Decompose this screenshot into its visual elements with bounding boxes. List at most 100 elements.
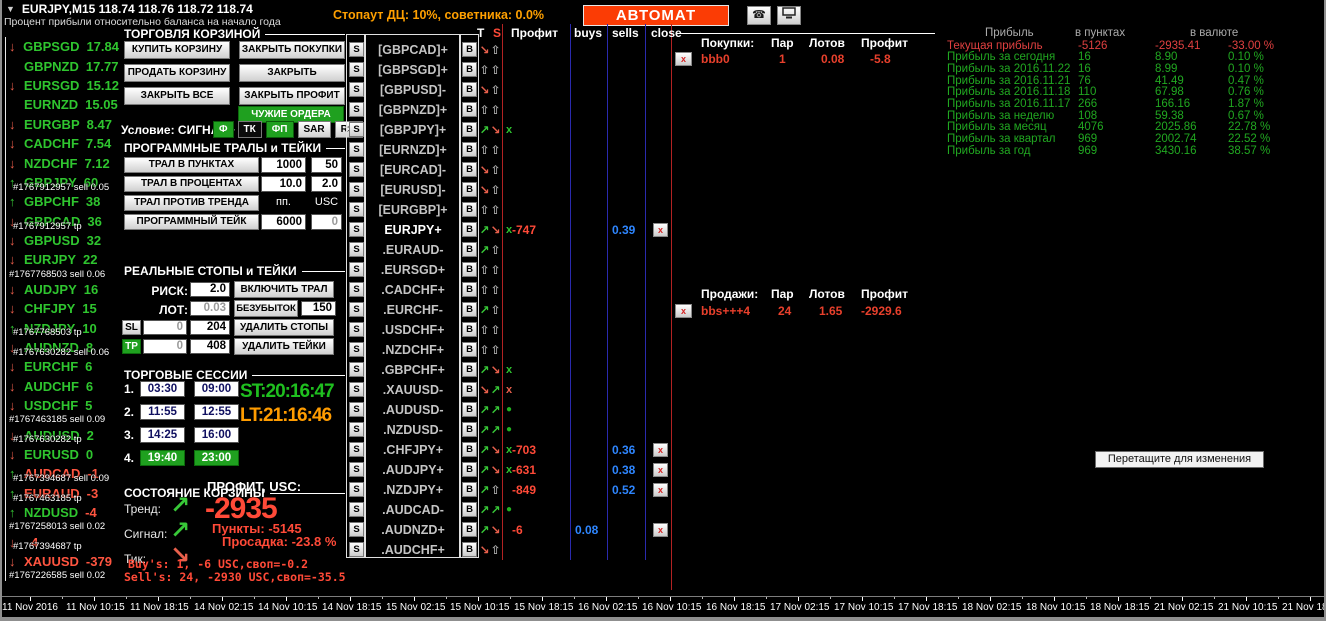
- close-row-button[interactable]: x: [653, 443, 668, 457]
- buy-pair-button[interactable]: B: [462, 242, 477, 257]
- tral-button-0[interactable]: ТРАЛ В ПУНКТАХ: [124, 157, 259, 173]
- sell-pair-button[interactable]: S: [349, 382, 364, 397]
- signal-button-тк[interactable]: ТК: [237, 121, 262, 138]
- buy-pair-button[interactable]: B: [462, 522, 477, 537]
- close-sells-button[interactable]: ЗАКРЫТЬ ПРОДАЖИ: [239, 64, 345, 94]
- buy-pair-button[interactable]: B: [462, 202, 477, 217]
- delete-stops-button[interactable]: УДАЛИТЬ СТОПЫ: [234, 319, 334, 336]
- session-from-field[interactable]: 03:30: [140, 381, 185, 397]
- close-row-button[interactable]: x: [653, 483, 668, 497]
- sell-pair-button[interactable]: S: [349, 422, 364, 437]
- sell-pair-button[interactable]: S: [349, 182, 364, 197]
- buy-pair-button[interactable]: B: [462, 462, 477, 477]
- buy-pair-button[interactable]: B: [462, 442, 477, 457]
- sell-pair-button[interactable]: S: [349, 242, 364, 257]
- tral-button-2[interactable]: ТРАЛ ПРОТИВ ТРЕНДА: [124, 195, 259, 211]
- sell-pair-button[interactable]: S: [349, 262, 364, 277]
- tral-button-3[interactable]: ПРОГРАММНЫЙ ТЕЙК: [124, 214, 259, 230]
- sell-pair-button[interactable]: S: [349, 302, 364, 317]
- sell-pair-button[interactable]: S: [349, 202, 364, 217]
- chevron-down-icon[interactable]: ▼: [6, 4, 15, 14]
- sell-pair-button[interactable]: S: [349, 82, 364, 97]
- sell-pair-button[interactable]: S: [349, 142, 364, 157]
- session-to-field[interactable]: 12:55: [194, 404, 239, 420]
- tp-field-2[interactable]: 408: [190, 339, 230, 354]
- sell-pair-button[interactable]: S: [349, 442, 364, 457]
- breakeven-button[interactable]: БЕЗУБЫТОК: [234, 300, 298, 317]
- tral-button-1[interactable]: ТРАЛ В ПРОЦЕНТАХ: [124, 176, 259, 192]
- automat-button[interactable]: АВТОМАТ: [583, 5, 729, 26]
- close-profit-button[interactable]: ЗАКРЫТЬ ПРОФИТ: [239, 87, 345, 105]
- signal-button-ф[interactable]: Ф: [213, 121, 234, 138]
- buy-pair-button[interactable]: B: [462, 362, 477, 377]
- sl-field-2[interactable]: 204: [190, 320, 230, 335]
- sell-pair-button[interactable]: S: [349, 322, 364, 337]
- tral-field-2[interactable]: 0: [311, 214, 342, 230]
- sell-pair-button[interactable]: S: [349, 362, 364, 377]
- buy-pair-button[interactable]: B: [462, 42, 477, 57]
- lot-field[interactable]: 0.03: [190, 301, 230, 316]
- close-buys-row-button[interactable]: x: [675, 52, 692, 66]
- buy-pair-button[interactable]: B: [462, 62, 477, 77]
- sell-pair-button[interactable]: S: [349, 62, 364, 77]
- buy-pair-button[interactable]: B: [462, 222, 477, 237]
- sell-pair-button[interactable]: S: [349, 542, 364, 557]
- enable-tral-button[interactable]: ВКЛЮЧИТЬ ТРАЛ: [234, 281, 334, 298]
- session-from-field[interactable]: 11:55: [140, 404, 185, 420]
- close-sells-row-button[interactable]: x: [675, 304, 692, 318]
- signal-button-sar[interactable]: SAR: [297, 121, 331, 138]
- signal-button-фп[interactable]: ФП: [265, 121, 294, 138]
- tp-button[interactable]: ТР: [122, 339, 141, 354]
- buy-pair-button[interactable]: B: [462, 302, 477, 317]
- buy-pair-button[interactable]: B: [462, 322, 477, 337]
- buy-pair-button[interactable]: B: [462, 382, 477, 397]
- sell-pair-button[interactable]: S: [349, 222, 364, 237]
- close-row-button[interactable]: x: [653, 523, 668, 537]
- buy-pair-button[interactable]: B: [462, 102, 477, 117]
- session-from-field[interactable]: 19:40: [140, 450, 185, 466]
- session-to-field[interactable]: 09:00: [194, 381, 239, 397]
- tp-field-1[interactable]: 0: [143, 339, 187, 354]
- sell-basket-button[interactable]: ПРОДАТЬ КОРЗИНУ: [124, 64, 230, 82]
- close-row-button[interactable]: x: [653, 463, 668, 477]
- sl-button[interactable]: SL: [122, 320, 141, 335]
- tral-field-1[interactable]: 10.0: [261, 176, 306, 192]
- buy-pair-button[interactable]: B: [462, 182, 477, 197]
- buy-basket-button[interactable]: КУПИТЬ КОРЗИНУ: [124, 41, 230, 59]
- tral-field-2[interactable]: 50: [311, 157, 342, 173]
- sell-pair-button[interactable]: S: [349, 42, 364, 57]
- sl-field-1[interactable]: 0: [143, 320, 187, 335]
- sell-pair-button[interactable]: S: [349, 482, 364, 497]
- session-from-field[interactable]: 14:25: [140, 427, 185, 443]
- buy-pair-button[interactable]: B: [462, 122, 477, 137]
- phone-button[interactable]: ☎: [747, 6, 771, 25]
- sell-pair-button[interactable]: S: [349, 462, 364, 477]
- sell-pair-button[interactable]: S: [349, 402, 364, 417]
- session-to-field[interactable]: 16:00: [194, 427, 239, 443]
- close-row-button[interactable]: x: [653, 223, 668, 237]
- breakeven-field[interactable]: 150: [301, 301, 336, 316]
- terminal-button[interactable]: [777, 6, 801, 25]
- buy-pair-button[interactable]: B: [462, 142, 477, 157]
- buy-pair-button[interactable]: B: [462, 482, 477, 497]
- close-buys-button[interactable]: ЗАКРЫТЬ ПОКУПКИ: [239, 41, 345, 59]
- buy-pair-button[interactable]: B: [462, 162, 477, 177]
- close-all-button[interactable]: ЗАКРЫТЬ ВСЕ: [124, 87, 230, 105]
- buy-pair-button[interactable]: B: [462, 422, 477, 437]
- sell-pair-button[interactable]: S: [349, 502, 364, 517]
- buy-pair-button[interactable]: B: [462, 502, 477, 517]
- session-to-field[interactable]: 23:00: [194, 450, 239, 466]
- tral-field-1[interactable]: 6000: [261, 214, 306, 230]
- sell-pair-button[interactable]: S: [349, 122, 364, 137]
- buy-pair-button[interactable]: B: [462, 342, 477, 357]
- sell-pair-button[interactable]: S: [349, 162, 364, 177]
- buy-pair-button[interactable]: B: [462, 262, 477, 277]
- risk-field[interactable]: 2.0: [190, 282, 230, 297]
- sell-pair-button[interactable]: S: [349, 282, 364, 297]
- sell-pair-button[interactable]: S: [349, 522, 364, 537]
- sell-pair-button[interactable]: S: [349, 102, 364, 117]
- sell-pair-button[interactable]: S: [349, 342, 364, 357]
- tral-field-2[interactable]: 2.0: [311, 176, 342, 192]
- buy-pair-button[interactable]: B: [462, 402, 477, 417]
- buy-pair-button[interactable]: B: [462, 282, 477, 297]
